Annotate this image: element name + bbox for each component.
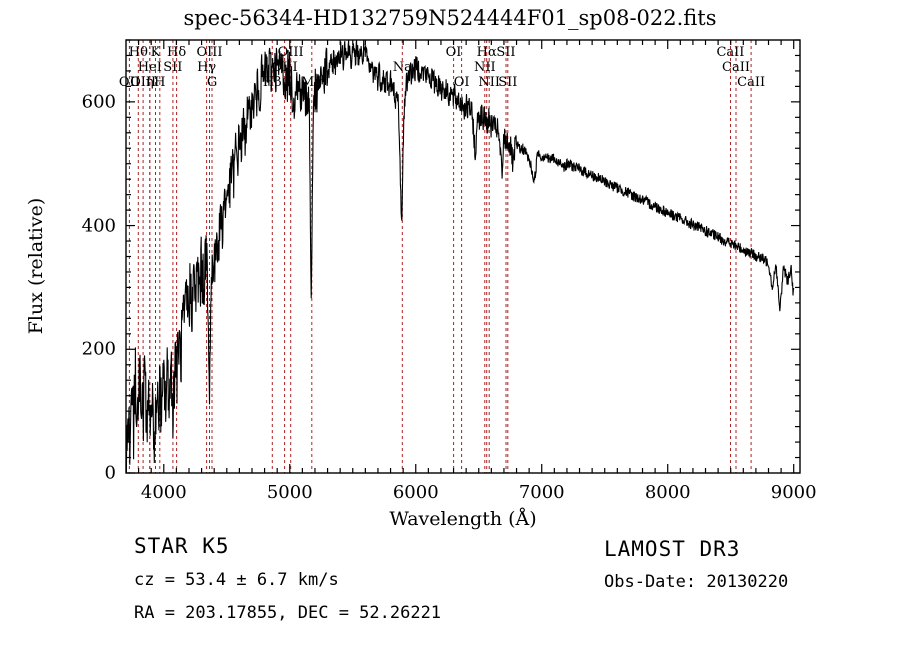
line-label-mg: Mg — [300, 75, 323, 90]
x-tick-label: 9000 — [770, 482, 817, 503]
line-label-hei: HeI — [137, 60, 162, 75]
line-label-sii: SII — [496, 45, 516, 60]
line-label-oii: OII — [118, 75, 140, 90]
object-type-class: STAR K5 — [134, 534, 230, 558]
observation-date: Obs-Date: 20130220 — [604, 572, 789, 592]
x-tick-label: 8000 — [644, 482, 691, 503]
x-axis-label: Wavelength (Å) — [389, 508, 537, 530]
line-label-hγ: Hγ — [197, 60, 217, 75]
line-label-h: H — [154, 75, 166, 90]
line-label-g: G — [206, 75, 218, 90]
line-label-η: η — [145, 75, 154, 90]
line-label-caii: CaII — [716, 45, 745, 60]
line-label-hβ: Hβ — [262, 75, 282, 90]
y-tick-label: 0 — [104, 462, 116, 484]
line-label-na: Na — [392, 60, 412, 75]
line-label-oiii: OIII — [277, 45, 304, 60]
spectrum-trace — [125, 39, 795, 473]
line-label-hδ: Hδ — [167, 45, 187, 60]
line-label-oiii: OIII — [130, 75, 157, 90]
line-label-oi: OI — [445, 45, 462, 60]
y-tick-label: 400 — [81, 215, 116, 237]
x-tick-label: 7000 — [518, 482, 565, 503]
line-label-oi: OI — [453, 75, 470, 90]
x-tick-label: 5000 — [266, 482, 313, 503]
coordinates: RA = 203.17855, DEC = 52.26221 — [134, 603, 442, 623]
line-label-hθ: Hθ — [128, 45, 148, 60]
y-tick-label: 600 — [81, 91, 116, 113]
line-label-k: K — [150, 45, 161, 60]
redshift-velocity: cz = 53.4 ± 6.7 km/s — [134, 570, 339, 590]
line-label-caii: CaII — [737, 75, 766, 90]
line-label-caii: CaII — [722, 60, 750, 75]
x-tick-label: 4000 — [140, 482, 187, 503]
line-label-hα: Hα — [476, 45, 497, 60]
figure-title: spec-56344-HD132759N524444F01_sp08-022.f… — [183, 6, 717, 30]
line-label-nii: NII — [473, 60, 496, 75]
line-label-nii: NII — [478, 75, 501, 90]
y-tick-label: 200 — [81, 338, 116, 360]
x-tick-label: 6000 — [392, 482, 439, 503]
survey-name: LAMOST DR3 — [604, 537, 741, 561]
spectral-line-markers — [128, 40, 752, 473]
line-label-sii: SII — [163, 60, 183, 75]
line-label-sii: SII — [498, 75, 518, 90]
line-label-oiii: OIII — [271, 60, 298, 75]
line-label-oiii: OIII — [196, 45, 223, 60]
axis-frame — [125, 39, 801, 474]
